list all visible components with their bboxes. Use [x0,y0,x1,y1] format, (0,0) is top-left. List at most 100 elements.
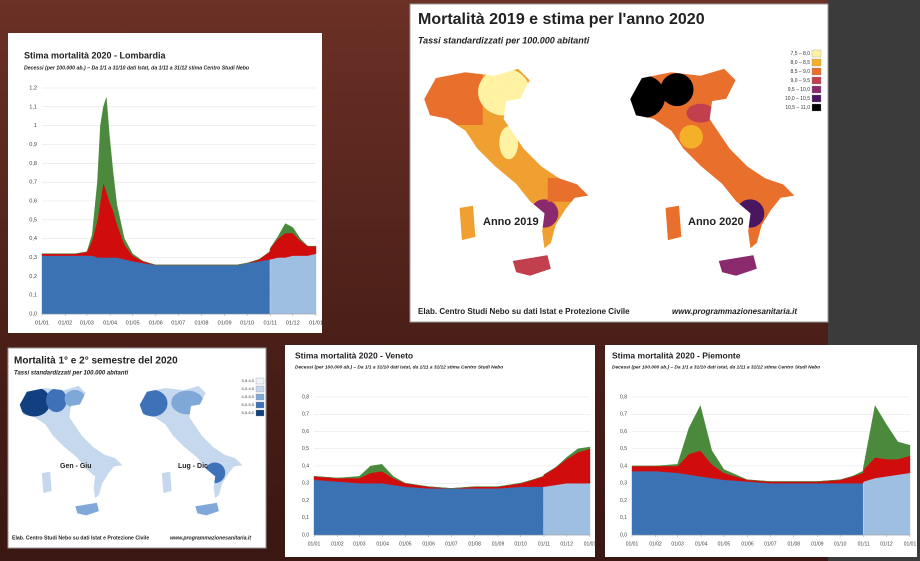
legend-label: 7,5 – 8,0 [791,51,811,57]
legend-swatch [812,104,821,111]
legend-swatch [256,378,264,384]
legend-swatch [812,68,821,75]
map-label: Anno 2020 [688,216,744,228]
x-tick-label: 01/08 [788,541,801,547]
semester-title: Mortalità 1° e 2° semestre del 2020 [14,356,178,367]
x-tick-label: 01/01 [308,541,321,547]
y-tick-label: 0,8 [302,394,309,400]
y-tick-label: 0,0 [29,311,37,317]
panel-semester-maps [8,348,266,548]
x-tick-label: 01/03 [353,541,366,547]
legend-label: 5,5-6,0 [242,410,255,415]
x-tick-label: 01/02 [649,541,662,547]
x-tick-label: 01/10 [240,320,254,326]
x-tick-label: 01/02 [58,320,72,326]
legend-label: 9,5 – 10,0 [788,87,810,93]
x-tick-label: 01/08 [194,320,208,326]
map-label: Anno 2019 [483,216,539,228]
y-tick-label: 0,1 [620,515,627,521]
legend-label: 10,0 – 10,5 [785,96,810,102]
x-tick-label: 01/09 [811,541,824,547]
x-tick-label: 01/10 [514,541,527,547]
y-tick-label: 0,6 [29,198,37,204]
panel-maps [410,4,828,322]
legend-swatch [812,95,821,102]
y-tick-label: 0,4 [302,463,309,469]
maps-title: Mortalità 2019 e stima per l'anno 2020 [418,11,705,28]
y-tick-label: 0,5 [29,217,37,223]
maps-subtitle: Tassi standardizzati per 100.000 abitant… [418,35,590,45]
legend-label: 9,0 – 9,5 [791,78,811,84]
x-tick-label: 01/06 [422,541,435,547]
x-tick-label: 01/05 [126,320,140,326]
y-tick-label: 1,2 [29,85,37,91]
y-tick-label: 0,7 [29,180,37,186]
y-tick-label: 0,6 [302,429,309,435]
x-tick-label: 01/04 [376,541,389,547]
x-tick-label: 01/11 [264,320,278,326]
y-tick-label: 0,5 [302,446,309,452]
y-tick-label: 0,2 [620,498,627,504]
y-tick-label: 0,4 [29,236,37,242]
x-tick-label: 01/01 [35,320,49,326]
x-tick-label: 01/10 [834,541,847,547]
x-tick-label: 01/11 [538,541,550,547]
map-label: Gen - Giu [60,463,92,470]
legend-swatch [812,86,821,93]
y-tick-label: 0,0 [302,532,309,538]
x-tick-label: 01/12 [286,320,300,326]
y-tick-label: 0,7 [302,412,309,418]
legend-label: 5,0-5,5 [242,402,255,407]
legend-label: 4,5-5,0 [242,394,255,399]
x-tick-label: 01/12 [880,541,893,547]
y-tick-label: 0,2 [302,498,309,504]
x-tick-label: 01/05 [718,541,731,547]
x-tick-label: 01/12 [560,541,573,547]
x-tick-label: 01/01 [584,541,597,547]
semester-footer: Elab. Centro Studi Nebo su dati Istat e … [12,535,149,541]
y-tick-label: 1 [34,123,37,129]
chart-subtitle: Decessi (per 100.000 ab.) – Da 1/1 a 31/… [295,364,503,370]
area [864,473,910,535]
y-tick-label: 0,3 [620,481,627,487]
y-tick-label: 0,8 [620,394,627,400]
x-tick-label: 01/09 [218,320,232,326]
y-tick-label: 0,4 [620,463,627,469]
chart-title: Stima mortalità 2020 - Piemonte [612,350,741,360]
legend-swatch [256,410,264,416]
area [270,254,316,314]
x-tick-label: 01/06 [741,541,754,547]
chart-title: Stima mortalità 2020 - Veneto [295,350,413,360]
y-tick-label: 0,1 [29,293,37,299]
y-tick-label: 0,3 [29,255,37,261]
x-tick-label: 01/08 [468,541,481,547]
map-label: Lug - Dic [178,463,208,470]
chart-title: Stima mortalità 2020 - Lombardia [24,50,167,60]
x-tick-label: 01/07 [764,541,777,547]
x-tick-label: 01/04 [695,541,708,547]
y-tick-label: 0,9 [29,142,37,148]
x-tick-label: 01/06 [149,320,163,326]
x-tick-label: 01/09 [492,541,505,547]
y-tick-label: 1,1 [29,104,37,110]
y-tick-label: 0,5 [620,446,627,452]
maps-footer: Elab. Centro Studi Nebo su dati Istat e … [418,307,630,316]
semester-subtitle: Tassi standardizzati per 100.000 abitant… [14,371,128,377]
maps-footer: www.programmazionesanitaria.it [672,307,797,316]
legend-swatch [256,402,264,408]
page: {"chart_data":[ {"type":"area","stacked"… [0,0,920,561]
x-tick-label: 01/02 [331,541,344,547]
collage: Mortalità 2019 e stima per l'anno 2020 T… [0,0,920,561]
y-tick-label: 0,8 [29,161,37,167]
y-tick-label: 0,7 [620,412,627,418]
chart-subtitle: Decessi (per 100.000 ab.) – Da 1/1 a 31/… [24,65,249,71]
y-tick-label: 0,2 [29,274,37,280]
legend-swatch [256,386,264,392]
area [544,483,590,535]
legend-label: 8,0 – 8,5 [791,60,811,66]
x-tick-label: 01/03 [80,320,94,326]
legend-swatch [256,394,264,400]
x-tick-label: 01/01 [626,541,639,547]
y-tick-label: 0,6 [620,429,627,435]
y-tick-label: 0,3 [302,481,309,487]
